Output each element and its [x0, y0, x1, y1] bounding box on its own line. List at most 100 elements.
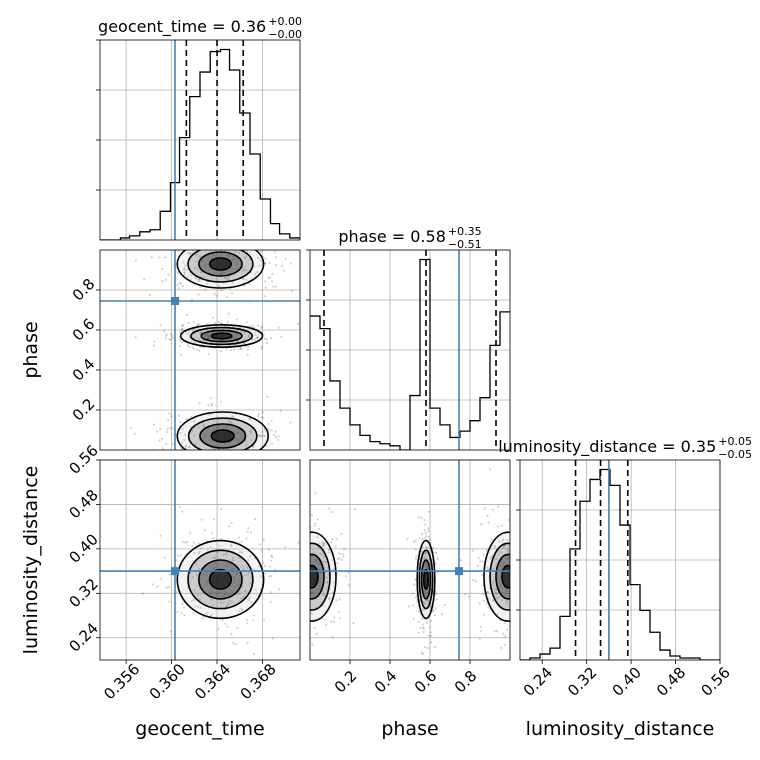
scatter-point [307, 592, 309, 594]
scatter-point [195, 348, 199, 351]
scatter-point [414, 596, 417, 599]
scatter-point [307, 257, 309, 259]
scatter-point [234, 250, 237, 254]
scatter-point [293, 591, 295, 593]
scatter-point [202, 617, 205, 620]
scatter-point [228, 599, 231, 603]
scatter-point [244, 256, 247, 259]
contour-line [187, 250, 254, 283]
scatter-point [235, 263, 238, 266]
scatter-point [188, 345, 191, 348]
scatter-point [503, 561, 507, 565]
scatter-point [264, 280, 267, 283]
scatter-point [245, 589, 248, 592]
scatter-point [295, 530, 297, 532]
x-tick-label: 0.4 [371, 667, 401, 697]
scatter-point [197, 426, 200, 429]
scatter-point [253, 338, 256, 341]
scatter-point [237, 579, 240, 582]
scatter-point [240, 540, 243, 543]
scatter-point [289, 262, 292, 265]
scatter-point [210, 589, 214, 592]
scatter-point [459, 559, 463, 562]
scatter-point [177, 250, 180, 253]
scatter-point [514, 540, 516, 542]
scatter-point [200, 547, 203, 550]
scatter-point [163, 556, 166, 559]
scatter-point [207, 579, 210, 583]
scatter-point [425, 563, 429, 566]
scatter-point [193, 420, 196, 423]
scatter-point [227, 256, 230, 259]
scatter-point [245, 537, 248, 540]
joint-panel-geocent_time-phase [96, 249, 309, 451]
scatter-point [189, 531, 192, 534]
density-mode [483, 531, 510, 622]
scatter-point [492, 584, 496, 587]
density-fill [209, 258, 232, 270]
scatter-point [252, 619, 255, 622]
scatter-point [284, 573, 286, 575]
scatter-point [193, 341, 196, 344]
scatter-point [338, 617, 341, 620]
contour-line [489, 542, 510, 611]
scatter-point [352, 621, 355, 625]
scatter-point [288, 535, 290, 537]
scatter-point [176, 554, 179, 557]
scatter-point [164, 256, 167, 259]
scatter-point [201, 437, 204, 440]
scatter-point [250, 576, 253, 579]
scatter-point [285, 566, 287, 568]
scatter-point [231, 415, 234, 418]
scatter-point [227, 275, 231, 279]
scatter-point [267, 428, 270, 431]
scatter-point [248, 282, 251, 285]
scatter-point [427, 546, 430, 549]
scatter-point [271, 272, 274, 275]
scatter-point [263, 619, 266, 622]
contour-line [416, 539, 436, 620]
scatter-point [248, 334, 251, 337]
scatter-point [423, 518, 426, 522]
scatter-point [429, 626, 432, 629]
scatter-point [152, 423, 156, 426]
scatter-point [331, 538, 334, 541]
scatter-point [179, 431, 182, 435]
scatter-point [307, 547, 309, 549]
scatter-point [284, 616, 286, 618]
scatter-point [240, 565, 244, 568]
scatter-point [258, 565, 261, 568]
scatter-point [148, 293, 152, 297]
scatter-point [187, 332, 190, 336]
scatter-point [156, 430, 159, 433]
x-axis-label: phase [381, 718, 438, 740]
scatter-point [168, 600, 171, 603]
scatter-point [234, 336, 237, 339]
scatter-point [422, 626, 425, 629]
histogram-panel-luminosity_distance [516, 459, 721, 661]
scatter-point [246, 566, 249, 569]
scatter-point [226, 278, 230, 281]
scatter-point [420, 532, 424, 536]
scatter-point [177, 287, 180, 290]
scatter-point [434, 614, 437, 617]
scatter-point [249, 251, 252, 254]
scatter-point [513, 604, 515, 606]
scatter-point [222, 553, 225, 556]
joint-panel-phase-luminosity_distance [284, 459, 535, 661]
scatter-point [423, 556, 426, 559]
scatter-point [169, 630, 173, 633]
scatter-point [419, 626, 422, 629]
scatter-point [197, 322, 200, 326]
scatter-point [323, 543, 326, 546]
histogram-line [310, 258, 510, 450]
scatter-point [195, 563, 198, 566]
scatter-point [315, 558, 318, 561]
scatter-point [525, 565, 527, 567]
scatter-point [428, 634, 431, 637]
scatter-point [533, 556, 535, 558]
scatter-point [421, 652, 425, 655]
scatter-point [201, 258, 204, 262]
scatter-point [492, 600, 495, 603]
scatter-point [259, 259, 262, 262]
